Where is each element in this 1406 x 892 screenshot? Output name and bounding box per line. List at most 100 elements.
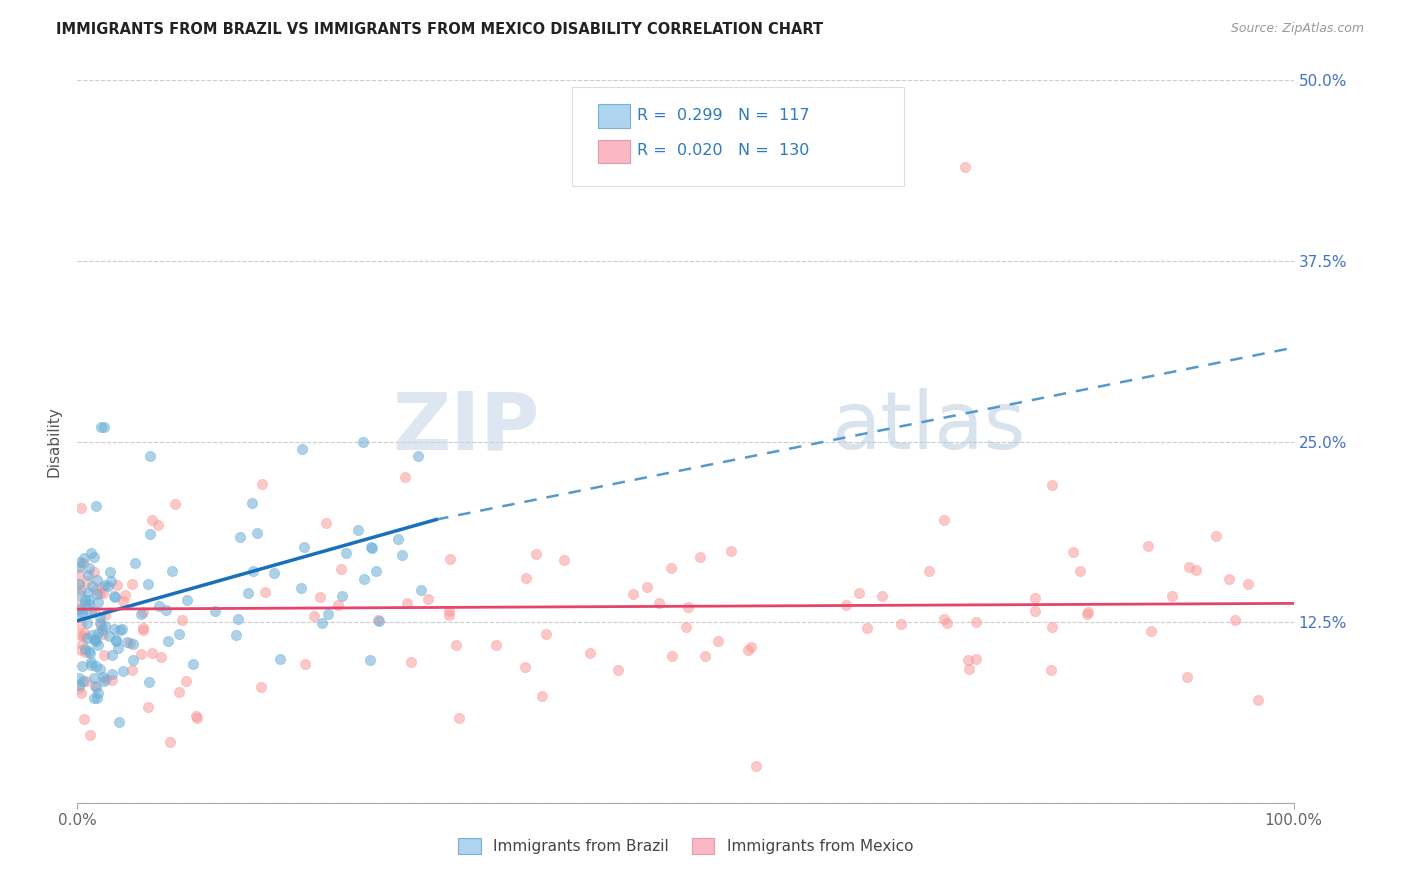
Point	[606, 664, 628, 678]
Point	[252, 477, 274, 491]
Point	[484, 638, 506, 652]
Point	[89, 586, 111, 600]
Point	[77, 597, 100, 611]
Point	[101, 648, 124, 662]
Point	[1175, 670, 1198, 684]
Point	[69, 602, 91, 616]
Point	[84, 680, 107, 694]
Point	[648, 596, 671, 610]
Point	[329, 562, 352, 576]
Point	[167, 627, 190, 641]
Point	[515, 571, 537, 585]
Point	[659, 560, 682, 574]
Point	[90, 617, 112, 632]
Point	[93, 648, 115, 662]
Point	[835, 598, 858, 612]
Point	[80, 579, 103, 593]
Point	[115, 635, 138, 649]
Point	[159, 734, 181, 748]
Point	[935, 616, 957, 631]
Text: IMMIGRANTS FROM BRAZIL VS IMMIGRANTS FROM MEXICO DISABILITY CORRELATION CHART: IMMIGRANTS FROM BRAZIL VS IMMIGRANTS FRO…	[56, 22, 824, 37]
Point	[107, 714, 129, 729]
Point	[104, 590, 127, 604]
Point	[1139, 624, 1161, 638]
Point	[67, 566, 90, 581]
Point	[367, 614, 389, 628]
Point	[1077, 606, 1099, 620]
Point	[396, 597, 419, 611]
Point	[83, 565, 105, 579]
Point	[121, 653, 143, 667]
Point	[439, 552, 461, 566]
Point	[86, 587, 108, 601]
Point	[72, 629, 94, 643]
Point	[73, 597, 96, 611]
Point	[1247, 692, 1270, 706]
Point	[352, 434, 374, 449]
Point	[1069, 564, 1091, 578]
Point	[157, 633, 180, 648]
Point	[87, 639, 110, 653]
Point	[132, 623, 155, 637]
Point	[707, 634, 730, 648]
Point	[83, 632, 105, 646]
Point	[86, 691, 108, 706]
Point	[136, 576, 159, 591]
Point	[72, 674, 94, 689]
Point	[236, 586, 259, 600]
Point	[105, 577, 128, 591]
Point	[553, 553, 575, 567]
Point	[75, 673, 97, 688]
Point	[90, 580, 112, 594]
Point	[80, 604, 103, 618]
Point	[114, 589, 136, 603]
Point	[917, 564, 939, 578]
Point	[67, 559, 90, 574]
Point	[69, 588, 91, 602]
Point	[103, 589, 125, 603]
Point	[67, 626, 90, 640]
Point	[302, 608, 325, 623]
Point	[84, 679, 107, 693]
Point	[100, 574, 122, 589]
Point	[366, 564, 388, 578]
Point	[953, 160, 976, 174]
Point	[84, 582, 107, 597]
Point	[249, 680, 271, 694]
Point	[167, 685, 190, 699]
Point	[174, 673, 197, 688]
Point	[176, 593, 198, 607]
Point	[186, 711, 208, 725]
Point	[118, 636, 141, 650]
Point	[69, 686, 91, 700]
Point	[75, 593, 97, 607]
Point	[76, 574, 98, 588]
Point	[104, 632, 127, 647]
Point	[67, 681, 90, 695]
Point	[1160, 589, 1182, 603]
Point	[676, 599, 699, 614]
Point	[394, 469, 416, 483]
Point	[132, 621, 155, 635]
Point	[70, 659, 93, 673]
Point	[94, 577, 117, 591]
Point	[225, 628, 247, 642]
Point	[80, 655, 103, 669]
Point	[67, 577, 90, 591]
Point	[269, 652, 291, 666]
Point	[437, 608, 460, 623]
Point	[1223, 613, 1246, 627]
Point	[406, 449, 429, 463]
Point	[292, 540, 315, 554]
Point	[246, 526, 269, 541]
Point	[183, 657, 205, 671]
Point	[139, 449, 162, 463]
Point	[87, 626, 110, 640]
Point	[69, 555, 91, 569]
Point	[93, 619, 115, 633]
Point	[98, 629, 121, 643]
Text: R =  0.299   N =  117: R = 0.299 N = 117	[637, 108, 810, 122]
Point	[83, 691, 105, 706]
Point	[1062, 545, 1084, 559]
Point	[148, 518, 170, 533]
